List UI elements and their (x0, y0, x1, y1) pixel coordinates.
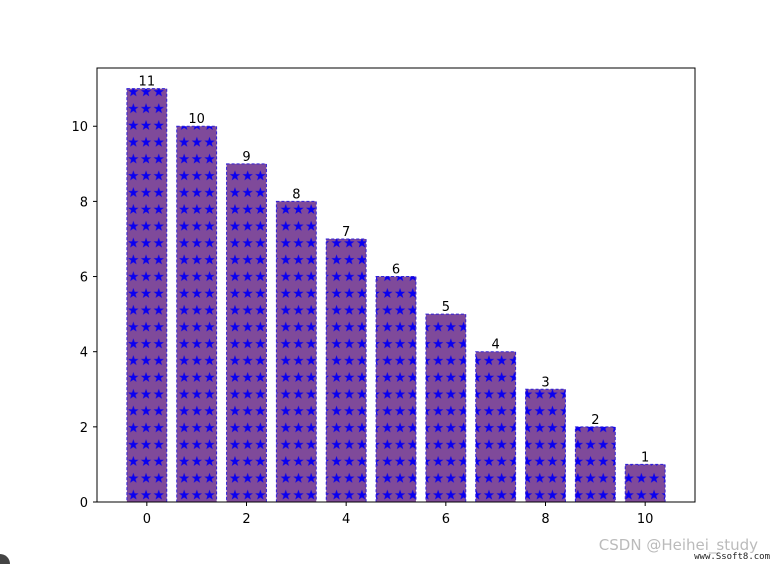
x-axis: 0 2 4 6 8 10 (143, 502, 654, 527)
bar-value-label: 1 (641, 450, 649, 465)
bar-7 (475, 351, 517, 503)
bar-2 (226, 163, 267, 503)
bar-value-label: 10 (188, 112, 205, 127)
bar-value-label: 4 (492, 338, 500, 353)
plot-frame (96, 67, 696, 503)
bar-6 (425, 313, 467, 503)
x-tick-label: 4 (342, 512, 350, 527)
bar-4 (325, 238, 367, 503)
bar-labels-group: 11 10 9 8 7 6 5 4 3 2 1 (139, 75, 650, 466)
bar-value-label: 7 (342, 225, 350, 240)
x-tick-label: 0 (143, 512, 151, 527)
x-tick-label: 8 (541, 512, 549, 527)
bar-10 (624, 463, 666, 503)
bar-value-label: 2 (591, 413, 599, 428)
x-tick-label: 6 (442, 512, 450, 527)
bar-0 (126, 88, 168, 503)
bar-3 (275, 200, 317, 503)
y-tick-label: 2 (80, 421, 88, 436)
bar-value-label: 6 (392, 263, 400, 278)
bar-1 (176, 125, 218, 503)
y-tick-label: 8 (80, 195, 88, 210)
bars-group (126, 88, 666, 503)
y-tick-label: 6 (80, 271, 88, 286)
watermark: CSDN @Heihei_study (598, 536, 758, 554)
bar-9 (574, 426, 616, 503)
corner-decoration (0, 554, 10, 564)
y-tick-label: 4 (80, 346, 88, 361)
y-tick-label: 0 (80, 496, 88, 511)
bar-5 (375, 276, 417, 503)
bar-value-label: 9 (242, 150, 250, 165)
y-axis: 0 2 4 6 8 10 (71, 120, 97, 511)
bar-value-label: 8 (292, 187, 300, 202)
x-tick-label: 10 (637, 512, 654, 527)
bar-value-label: 5 (442, 300, 450, 315)
x-tick-label: 2 (242, 512, 250, 527)
bar-value-label: 11 (139, 75, 156, 90)
y-tick-label: 10 (71, 120, 88, 135)
source-url: www.Ssoft8.com (694, 552, 770, 562)
bar-value-label: 3 (541, 375, 549, 390)
bar-8 (525, 388, 566, 503)
